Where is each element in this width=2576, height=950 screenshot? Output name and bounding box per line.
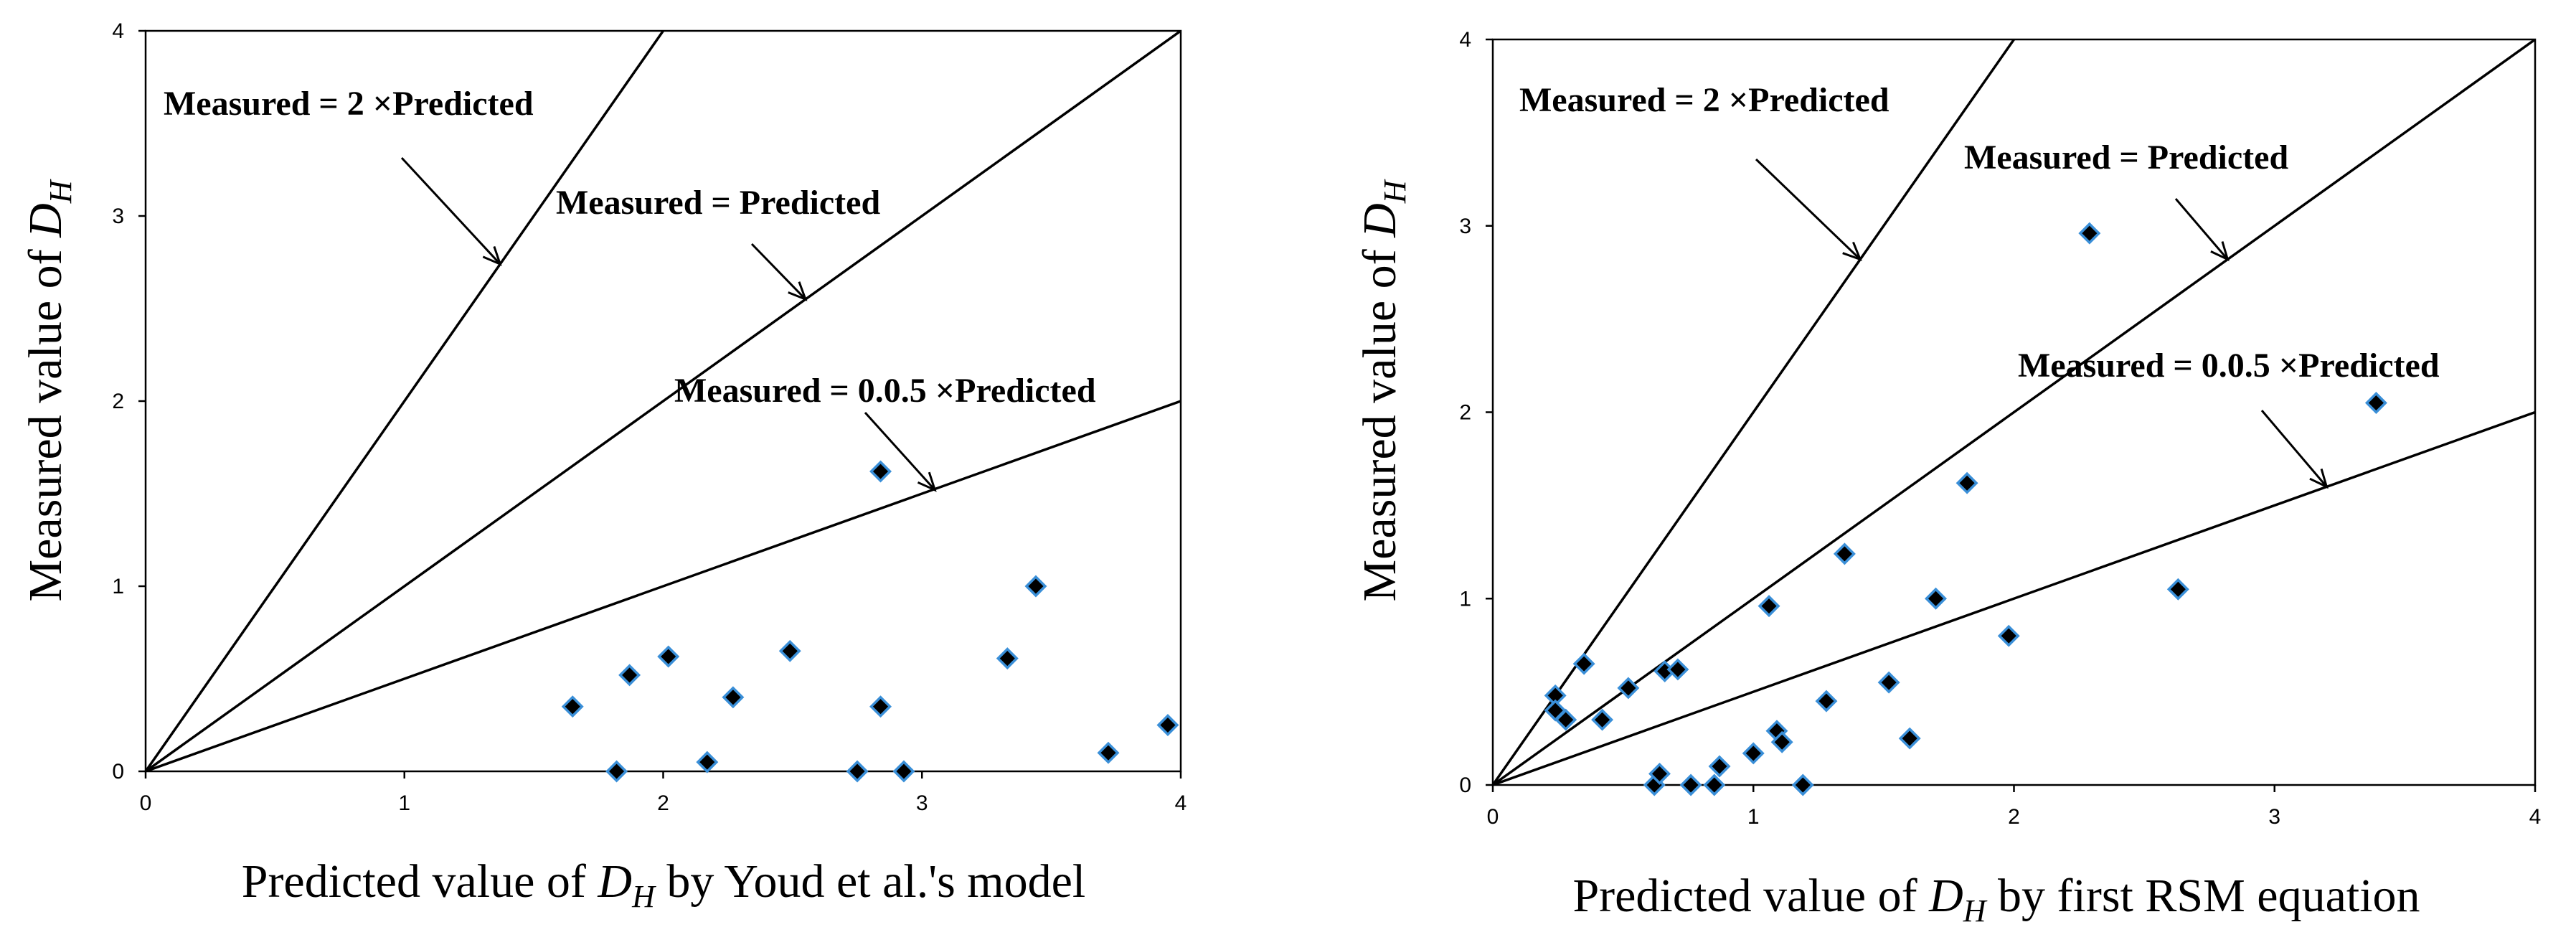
x-axis-title: Predicted value of DH by first RSM equat… — [1572, 870, 2420, 928]
annotation-1x-arrow — [2174, 198, 2229, 260]
data-point — [1703, 773, 1726, 796]
y-tick-label: 1 — [1459, 587, 1471, 611]
x-tick-label: 1 — [1747, 805, 1760, 829]
data-point — [1648, 762, 1671, 785]
y-tick-label: 4 — [1459, 28, 1471, 52]
x-tick-label: 0 — [140, 791, 152, 815]
x-tick-label: 3 — [2268, 805, 2280, 829]
data-point — [1833, 542, 1856, 565]
annotation-half-x-label: Measured = 0.0.5 ×Predicted — [2018, 347, 2440, 385]
y-tick-label: 0 — [1459, 773, 1471, 797]
y-axis-title: Measured value of DH — [1354, 179, 1412, 601]
data-point — [1572, 652, 1595, 675]
chart-panel-youd-model: 0 1 2 3 4 0 1 2 3 4 Measured = 2 ×Predicted Measure… — [19, 19, 1186, 914]
data-point — [2078, 222, 2101, 245]
y-tick-label: 3 — [1459, 215, 1471, 238]
y-tick-label: 0 — [112, 760, 124, 784]
data-point — [2166, 578, 2189, 601]
annotation-2x-arrow — [1755, 158, 1862, 260]
data-point — [1591, 708, 1614, 731]
data-point — [1666, 658, 1689, 681]
line-1x — [146, 31, 1181, 771]
line-1x — [1493, 39, 2535, 785]
x-tick-label: 3 — [916, 791, 928, 815]
data-point — [561, 695, 584, 718]
x-tick-label: 1 — [398, 791, 410, 815]
x-tick-label: 2 — [657, 791, 669, 815]
data-point — [1742, 742, 1765, 765]
data-point — [1708, 755, 1731, 778]
data-point — [696, 751, 719, 773]
data-point — [869, 460, 892, 483]
data-point — [1770, 730, 1793, 753]
annotation-1x-label: Measured = Predicted — [556, 184, 880, 222]
data-point — [618, 664, 641, 687]
annotation-2x-arrowhead — [1842, 241, 1862, 262]
annotation-2x-label: Measured = 2 ×Predicted — [1519, 81, 1889, 119]
data-point — [778, 639, 801, 662]
annotation-half-x-arrowhead — [917, 471, 937, 492]
x-tick-label: 4 — [1175, 791, 1187, 815]
annotation-2x-arrowhead — [482, 245, 502, 266]
data-point — [657, 645, 680, 668]
chart-panel-first-rsm-equation: 0 1 2 3 4 0 1 2 3 4 Measured = 2 ×Predicted Measure… — [1354, 28, 2541, 928]
data-point — [869, 695, 892, 718]
y-tick-label: 1 — [112, 575, 124, 598]
y-tick-label: 4 — [112, 19, 124, 43]
data-point — [722, 686, 745, 709]
data-point — [1925, 587, 1947, 610]
line-2x — [146, 31, 664, 771]
data-point — [1097, 741, 1120, 764]
data-point — [1156, 714, 1179, 736]
annotation-half-x-label: Measured = 0.0.5 ×Predicted — [674, 372, 1096, 410]
annotation-half-x-arrowhead — [2309, 469, 2329, 489]
data-point — [1024, 575, 1047, 598]
line-half-x — [1493, 410, 2535, 785]
y-tick-label: 3 — [112, 204, 124, 228]
annotation-2x-label: Measured = 2 ×Predicted — [164, 85, 534, 123]
annotation-half-x-arrow — [2260, 410, 2328, 488]
data-point — [1554, 708, 1577, 731]
y-tick-label: 2 — [1459, 401, 1471, 425]
data-point — [1877, 671, 1900, 694]
annotation-2x-arrow — [400, 156, 501, 265]
data-point — [1997, 624, 2020, 647]
data-point — [996, 647, 1019, 670]
data-point — [1955, 471, 1978, 494]
annotation-half-x-arrow — [864, 411, 936, 491]
data-point — [1815, 690, 1838, 712]
data-point — [1898, 727, 1921, 750]
x-tick-label: 4 — [2529, 805, 2542, 829]
y-tick-label: 2 — [112, 390, 124, 413]
annotation-1x-arrowhead — [2210, 241, 2230, 262]
data-point — [1758, 595, 1780, 618]
annotation-1x-arrow — [750, 243, 806, 301]
data-point — [1617, 677, 1640, 700]
x-tick-label: 0 — [1487, 805, 1499, 829]
annotation-1x-label: Measured = Predicted — [1964, 138, 2288, 177]
line-2x — [1493, 39, 2015, 785]
data-point — [846, 760, 869, 783]
data-point — [605, 760, 628, 783]
x-axis-title: Predicted value of DH by Youd et al.'s m… — [242, 855, 1086, 914]
line-half-x — [146, 400, 1181, 771]
y-axis-title: Measured value of DH — [19, 179, 78, 601]
data-point — [1791, 773, 1814, 796]
data-point — [2364, 392, 2387, 414]
data-point — [892, 760, 915, 783]
x-tick-label: 2 — [2008, 805, 2020, 829]
data-point — [1679, 773, 1702, 796]
annotation-1x-arrowhead — [788, 281, 808, 301]
